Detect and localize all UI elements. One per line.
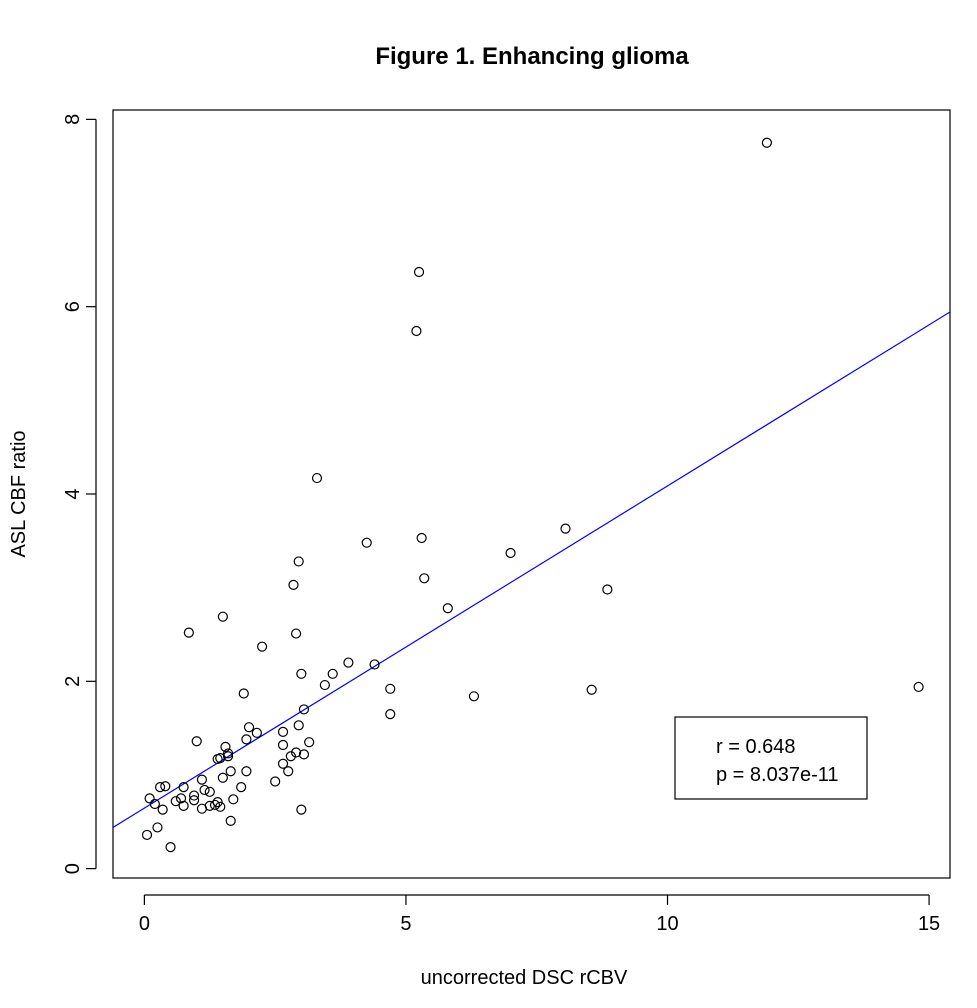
data-point xyxy=(196,774,208,785)
data-point xyxy=(178,782,189,793)
data-point xyxy=(212,753,223,765)
x-tick-label: 15 xyxy=(918,913,940,935)
data-point xyxy=(149,798,160,810)
data-point xyxy=(152,822,163,833)
data-point xyxy=(293,556,304,567)
data-point xyxy=(251,727,262,738)
data-point xyxy=(602,584,613,595)
data-point xyxy=(413,266,425,278)
data-point xyxy=(222,748,234,759)
data-point xyxy=(191,736,202,747)
data-point xyxy=(311,472,323,484)
data-point xyxy=(160,781,171,792)
points-layer xyxy=(141,137,924,853)
data-point xyxy=(144,793,155,804)
data-point xyxy=(270,776,281,787)
data-point xyxy=(225,815,236,826)
legend-box: r = 0.648 p = 8.037e-11 xyxy=(674,716,868,800)
data-point xyxy=(416,532,427,544)
data-point xyxy=(188,790,200,801)
data-point xyxy=(290,628,302,639)
legend-line-r: r = 0.648 xyxy=(716,736,796,758)
data-point xyxy=(319,679,330,691)
data-point xyxy=(209,799,221,811)
data-point xyxy=(277,739,289,751)
data-point xyxy=(296,668,307,679)
data-point xyxy=(170,796,181,807)
data-point xyxy=(288,579,299,590)
x-axis-label: uncorrected DSC rCBV xyxy=(421,967,628,989)
data-point xyxy=(178,800,189,811)
data-point xyxy=(343,657,354,668)
data-point xyxy=(220,741,231,752)
data-point xyxy=(217,772,228,783)
data-point xyxy=(298,749,310,760)
data-point xyxy=(369,659,380,670)
data-point xyxy=(761,137,773,148)
data-point xyxy=(361,537,372,548)
data-point xyxy=(586,684,597,695)
data-point xyxy=(283,766,294,777)
data-point xyxy=(165,841,176,853)
data-point xyxy=(196,803,208,814)
data-point xyxy=(157,804,168,815)
data-point xyxy=(243,722,255,733)
data-point xyxy=(222,751,234,762)
legend-frame xyxy=(674,716,868,800)
data-point xyxy=(327,668,338,679)
data-point xyxy=(154,782,166,793)
y-axis: 0 2 4 6 8 xyxy=(62,114,97,874)
chart-title: Figure 1. Enhancing glioma xyxy=(375,43,689,70)
y-tick-label: 0 xyxy=(62,863,84,874)
data-point xyxy=(199,784,210,796)
data-point xyxy=(277,726,289,737)
data-point xyxy=(241,766,252,777)
data-point xyxy=(225,766,236,777)
data-point xyxy=(442,603,453,614)
y-axis-label: ASL CBF ratio xyxy=(8,430,30,557)
data-point xyxy=(419,573,430,584)
data-point xyxy=(411,325,422,337)
data-point xyxy=(385,683,396,694)
y-tick-label: 2 xyxy=(62,676,84,687)
data-point xyxy=(293,720,304,731)
data-point xyxy=(183,627,194,638)
y-tick-label: 4 xyxy=(62,488,84,499)
data-point xyxy=(238,688,249,699)
data-point xyxy=(204,786,215,797)
x-axis: 0 5 10 15 xyxy=(139,894,940,935)
data-point xyxy=(505,547,516,559)
data-point xyxy=(215,801,226,812)
data-point xyxy=(468,691,480,702)
x-tick-label: 10 xyxy=(656,913,678,935)
x-tick-label: 5 xyxy=(400,913,411,935)
data-point xyxy=(277,758,289,769)
data-point xyxy=(141,829,153,841)
y-tick-label: 6 xyxy=(62,301,84,312)
regression-line xyxy=(113,311,950,828)
data-point xyxy=(236,782,247,793)
data-point xyxy=(241,734,252,745)
data-point xyxy=(256,641,268,652)
data-point xyxy=(298,704,310,715)
fit-line-layer xyxy=(113,311,950,828)
data-point xyxy=(385,708,396,720)
data-point xyxy=(913,681,924,693)
data-point xyxy=(560,523,571,534)
data-point xyxy=(290,747,302,758)
data-point xyxy=(304,737,315,748)
x-tick-label: 0 xyxy=(139,913,150,935)
data-point xyxy=(285,751,296,762)
data-point xyxy=(175,793,187,804)
legend-line-p: p = 8.037e-11 xyxy=(716,764,839,786)
data-point xyxy=(228,794,239,805)
plot-frame xyxy=(112,109,951,879)
data-point xyxy=(296,804,307,815)
data-point xyxy=(217,611,228,622)
data-point xyxy=(188,795,200,806)
y-tick-label: 8 xyxy=(62,114,84,125)
